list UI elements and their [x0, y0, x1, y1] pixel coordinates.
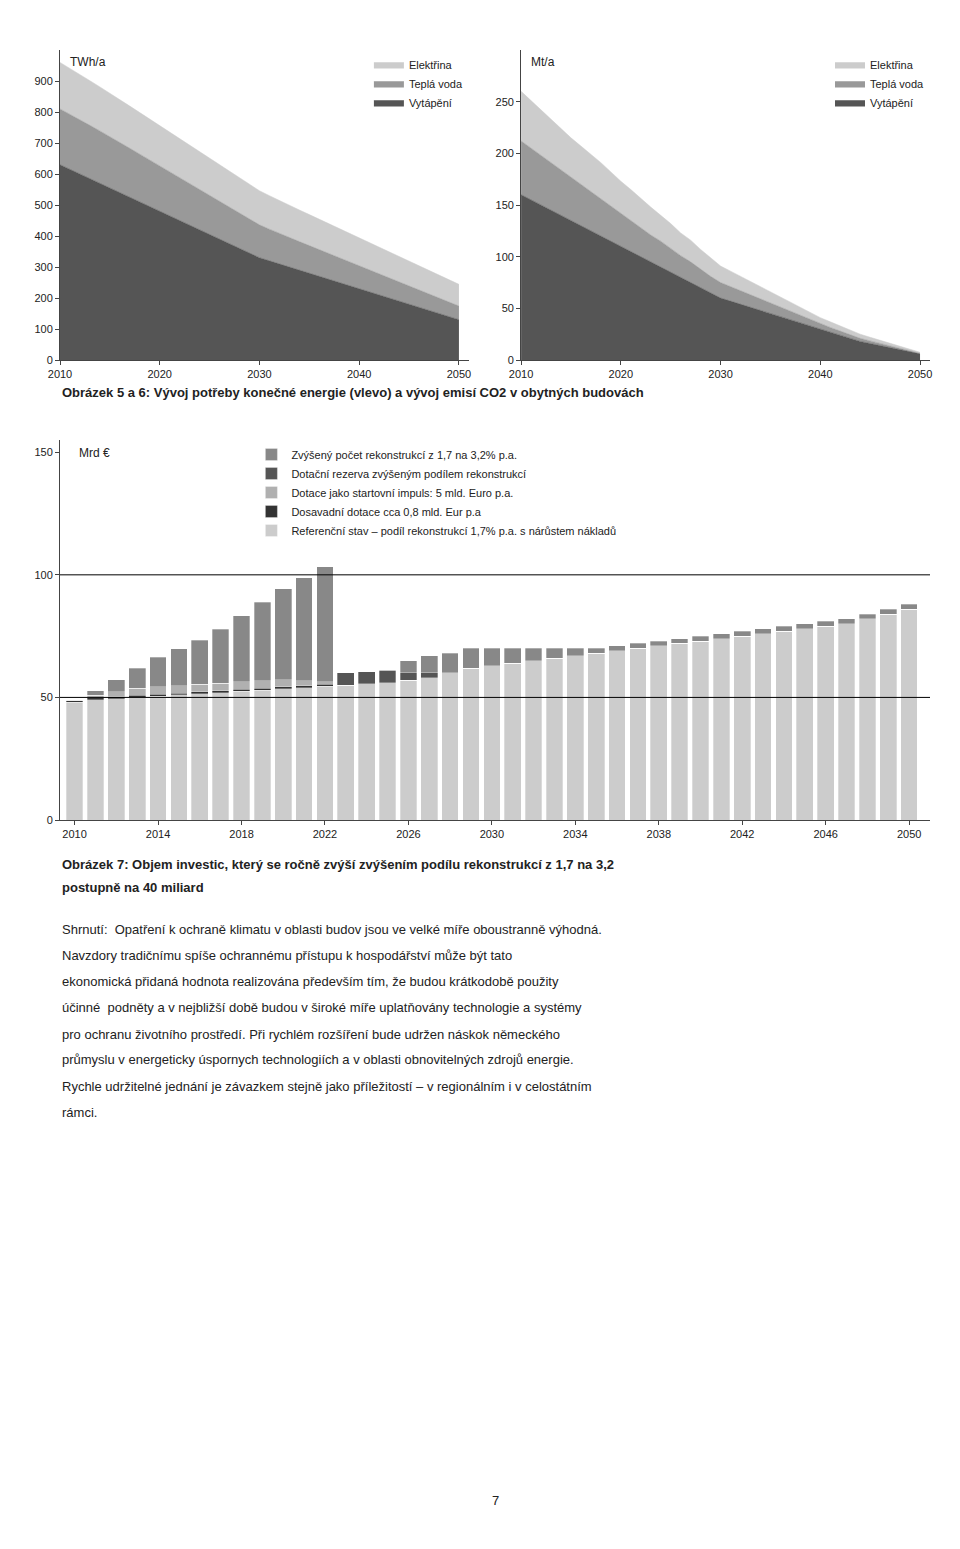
- svg-text:2022: 2022: [313, 828, 337, 840]
- svg-text:Shrnutí: Opatření k ochraně k: Shrnutí: Opatření k ochraně klimatu v ob…: [62, 922, 602, 937]
- svg-text:Obrázek 5 a 6: Vývoj potřeby k: Obrázek 5 a 6: Vývoj potřeby konečné ene…: [62, 385, 644, 400]
- svg-text:200: 200: [34, 292, 52, 304]
- svg-text:Dotace jako startovní impuls:: Dotace jako startovní impuls: 5 mld. Eur…: [291, 487, 513, 499]
- svg-text:2026: 2026: [396, 828, 420, 840]
- svg-text:Vytápění: Vytápění: [409, 97, 452, 109]
- svg-text:100: 100: [34, 569, 52, 581]
- svg-text:250: 250: [496, 96, 514, 108]
- svg-text:700: 700: [34, 137, 52, 149]
- svg-text:2014: 2014: [146, 828, 170, 840]
- svg-text:100: 100: [496, 251, 514, 263]
- svg-text:Teplá voda: Teplá voda: [409, 78, 463, 90]
- svg-text:500: 500: [34, 199, 52, 211]
- svg-text:Zvýšený počet rekonstrukcí z 1: Zvýšený počet rekonstrukcí z 1,7 na 3,2%…: [291, 449, 517, 461]
- svg-text:Navzdory tradičnímu spíše ochr: Navzdory tradičnímu spíše ochrannému pří…: [62, 948, 512, 963]
- svg-text:2046: 2046: [813, 828, 837, 840]
- svg-text:2040: 2040: [347, 368, 371, 380]
- svg-text:2034: 2034: [563, 828, 587, 840]
- svg-text:2030: 2030: [480, 828, 504, 840]
- svg-text:2050: 2050: [447, 368, 471, 380]
- svg-text:ekonomická přidaná hodnota rea: ekonomická přidaná hodnota realizována p…: [62, 974, 559, 989]
- svg-text:TWh/a: TWh/a: [70, 55, 106, 69]
- svg-text:7: 7: [492, 1493, 499, 1508]
- svg-text:600: 600: [34, 168, 52, 180]
- svg-text:postupně na 40 miliard: postupně na 40 miliard: [62, 880, 204, 895]
- svg-text:Dosavadní dotace cca 0,8 mld.: Dosavadní dotace cca 0,8 mld. Eur p.a: [291, 506, 481, 518]
- svg-text:300: 300: [34, 261, 52, 273]
- svg-text:2030: 2030: [708, 368, 732, 380]
- svg-text:2050: 2050: [897, 828, 921, 840]
- svg-text:pro ochranu životního prostřed: pro ochranu životního prostředí. Při ryc…: [62, 1027, 560, 1042]
- svg-text:Mt/a: Mt/a: [531, 55, 555, 69]
- svg-text:2038: 2038: [647, 828, 671, 840]
- svg-text:2020: 2020: [147, 368, 171, 380]
- svg-text:2020: 2020: [609, 368, 633, 380]
- svg-text:400: 400: [34, 230, 52, 242]
- svg-text:Referenční stav – podíl rekons: Referenční stav – podíl rekonstrukcí 1,7…: [291, 525, 616, 537]
- svg-text:Dotační rezerva zvýšeným podíl: Dotační rezerva zvýšeným podílem rekonst…: [291, 468, 526, 480]
- svg-text:200: 200: [496, 147, 514, 159]
- svg-text:0: 0: [47, 814, 53, 826]
- svg-text:Elektřina: Elektřina: [409, 59, 453, 71]
- svg-text:2050: 2050: [908, 368, 932, 380]
- svg-text:Mrd €: Mrd €: [79, 446, 110, 460]
- svg-text:2030: 2030: [247, 368, 271, 380]
- svg-text:průmyslu v energeticky úsporny: průmyslu v energeticky úspornych technol…: [62, 1052, 574, 1067]
- svg-text:2040: 2040: [808, 368, 832, 380]
- svg-text:50: 50: [502, 302, 514, 314]
- svg-text:2010: 2010: [62, 828, 86, 840]
- svg-text:Rychle udržitelné jednání je z: Rychle udržitelné jednání je závazkem st…: [62, 1079, 592, 1094]
- svg-text:účinné podněty a v nejbližší: účinné podněty a v nejbližší době budou …: [62, 1000, 582, 1015]
- svg-text:2010: 2010: [48, 368, 72, 380]
- svg-text:150: 150: [34, 446, 52, 458]
- svg-text:Obrázek 7: Objem investic, kte: Obrázek 7: Objem investic, který se ročn…: [62, 857, 614, 872]
- svg-text:Teplá voda: Teplá voda: [870, 78, 924, 90]
- svg-text:2010: 2010: [509, 368, 533, 380]
- svg-text:900: 900: [34, 75, 52, 87]
- svg-text:Vytápění: Vytápění: [870, 97, 913, 109]
- svg-text:0: 0: [47, 354, 53, 366]
- svg-text:800: 800: [34, 106, 52, 118]
- svg-text:2018: 2018: [229, 828, 253, 840]
- svg-text:rámci.: rámci.: [62, 1105, 97, 1120]
- svg-text:50: 50: [41, 691, 53, 703]
- svg-text:0: 0: [508, 354, 514, 366]
- svg-text:2042: 2042: [730, 828, 754, 840]
- svg-text:Elektřina: Elektřina: [870, 59, 914, 71]
- svg-text:150: 150: [496, 199, 514, 211]
- svg-text:100: 100: [34, 323, 52, 335]
